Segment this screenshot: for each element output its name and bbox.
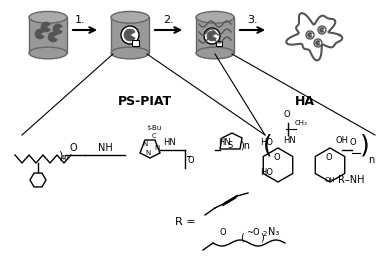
- Text: (: (: [263, 134, 273, 158]
- Ellipse shape: [196, 47, 234, 59]
- Text: NH: NH: [98, 143, 112, 153]
- Text: O: O: [69, 143, 77, 153]
- Text: O: O: [273, 153, 280, 162]
- Wedge shape: [35, 29, 44, 39]
- Circle shape: [314, 39, 322, 47]
- FancyBboxPatch shape: [111, 17, 149, 53]
- Wedge shape: [48, 32, 57, 42]
- Text: C: C: [152, 133, 157, 139]
- Text: N: N: [145, 150, 150, 156]
- FancyBboxPatch shape: [216, 41, 222, 46]
- Text: HA: HA: [295, 95, 315, 108]
- Text: O: O: [283, 110, 290, 119]
- Text: PS-PIAT: PS-PIAT: [118, 95, 172, 108]
- Wedge shape: [316, 41, 320, 45]
- Text: O: O: [325, 153, 332, 162]
- Ellipse shape: [196, 12, 234, 23]
- FancyBboxPatch shape: [29, 17, 67, 53]
- Text: O: O: [188, 156, 195, 165]
- Text: ~O: ~O: [246, 228, 260, 237]
- Text: HO: HO: [260, 138, 273, 147]
- Text: OH: OH: [335, 136, 348, 145]
- Circle shape: [121, 26, 139, 44]
- Text: HN: HN: [283, 136, 296, 145]
- Wedge shape: [207, 31, 216, 41]
- Ellipse shape: [29, 12, 67, 23]
- Text: CH₃: CH₃: [295, 120, 308, 126]
- Text: )n: )n: [240, 140, 250, 150]
- Circle shape: [318, 26, 326, 34]
- Ellipse shape: [111, 12, 149, 23]
- Text: N₃: N₃: [268, 227, 280, 237]
- Wedge shape: [41, 22, 50, 32]
- Polygon shape: [220, 133, 242, 149]
- Text: OH: OH: [325, 177, 335, 183]
- Ellipse shape: [111, 47, 149, 59]
- Text: 2.: 2.: [163, 15, 173, 25]
- Text: ): ): [58, 150, 63, 160]
- FancyBboxPatch shape: [132, 40, 139, 46]
- Text: 40: 40: [61, 155, 70, 161]
- Text: n: n: [368, 155, 374, 165]
- Text: N: N: [142, 141, 147, 147]
- Text: 2: 2: [263, 231, 267, 237]
- Text: S: S: [227, 141, 232, 150]
- FancyBboxPatch shape: [196, 17, 234, 53]
- Circle shape: [306, 31, 314, 39]
- Circle shape: [204, 28, 220, 44]
- Text: O: O: [220, 228, 227, 237]
- Wedge shape: [124, 29, 135, 41]
- Text: t-Bu: t-Bu: [148, 125, 162, 131]
- Text: ): ): [360, 134, 370, 158]
- Text: R =: R =: [175, 217, 196, 227]
- Ellipse shape: [29, 47, 67, 59]
- Wedge shape: [307, 33, 312, 38]
- Text: HN: HN: [163, 138, 176, 147]
- Text: ): ): [260, 232, 264, 242]
- Text: N: N: [154, 145, 159, 151]
- Text: (: (: [240, 232, 244, 242]
- Text: 1.: 1.: [75, 15, 85, 25]
- Wedge shape: [53, 24, 62, 34]
- Polygon shape: [140, 140, 160, 158]
- Text: O: O: [350, 138, 357, 147]
- Text: HO: HO: [260, 168, 273, 177]
- Text: HN: HN: [218, 138, 231, 147]
- Wedge shape: [319, 27, 324, 33]
- Text: R–NH: R–NH: [338, 175, 364, 185]
- Text: 3.: 3.: [247, 15, 257, 25]
